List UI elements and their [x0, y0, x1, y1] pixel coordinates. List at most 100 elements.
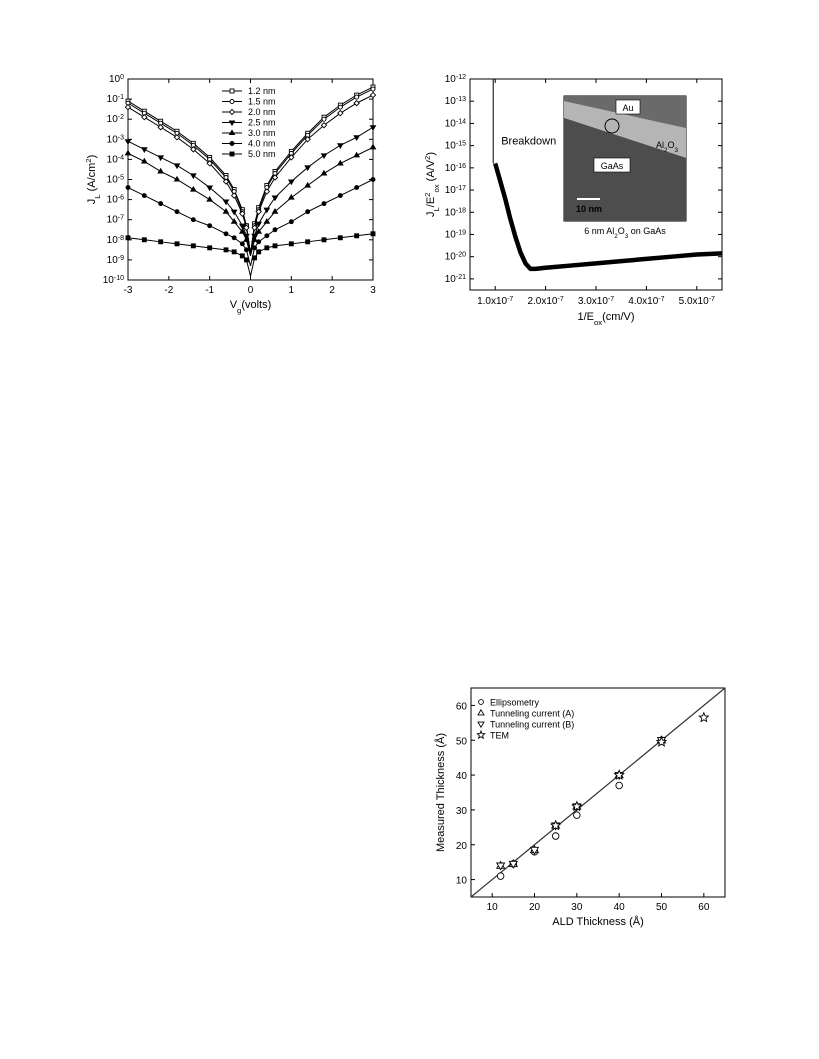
data-point	[222, 207, 230, 214]
y-tick-label: 10-12	[445, 74, 466, 86]
data-point	[370, 177, 376, 182]
legend-label: 1.5 nm	[248, 97, 276, 107]
x-tick-label: 3	[370, 285, 376, 296]
x-axis-label: ALD Thickness (Å)	[552, 915, 644, 928]
data-point	[320, 169, 328, 176]
inset-gaas-label: GaAs	[601, 161, 624, 171]
data-point	[369, 91, 377, 99]
x-tick-label: -1	[205, 285, 214, 296]
data-point	[304, 136, 311, 143]
data-point	[243, 224, 250, 231]
data-point	[263, 207, 271, 214]
data-point	[305, 239, 311, 245]
data-point	[173, 134, 181, 141]
y-tick-label: 10-16	[445, 162, 466, 174]
y-tick-label: 10-6	[107, 194, 124, 206]
data-point	[230, 209, 238, 216]
data-point	[337, 193, 343, 199]
y-tick-label: 10-19	[445, 229, 466, 241]
data-point	[321, 116, 327, 122]
data-point	[206, 195, 214, 202]
data-point	[272, 227, 278, 233]
x-tick-label: 40	[614, 902, 626, 913]
data-point	[337, 104, 343, 110]
data-point	[173, 175, 181, 182]
data-point	[264, 233, 270, 239]
inset-oxide-layer	[564, 101, 686, 158]
data-point	[369, 125, 377, 131]
data-point	[230, 192, 238, 199]
data-point	[263, 188, 271, 195]
data-point	[305, 209, 311, 215]
inset-scale-label: 10 nm	[576, 204, 602, 214]
data-point	[336, 143, 344, 150]
data-point	[353, 99, 360, 107]
data-point	[230, 218, 238, 224]
inset-gaas-box	[593, 157, 631, 173]
y-tick-label: 10-3	[107, 134, 124, 146]
y-tick-label: 10-2	[107, 114, 124, 126]
data-point	[495, 862, 506, 871]
y-axis-label: Measured Thickness (Å)	[434, 733, 447, 852]
data-point	[304, 165, 312, 172]
x-tick-label: 10	[487, 902, 499, 913]
x-axis-label: 1/Eox(cm/V)	[577, 311, 634, 327]
y-tick-label: 10-13	[445, 96, 466, 108]
data-point	[354, 185, 360, 190]
data-point	[125, 235, 131, 241]
y-tick-label: 10-5	[107, 174, 124, 186]
data-point	[173, 163, 181, 170]
x-tick-label: -3	[124, 285, 133, 296]
legend-label: 1.2 nm	[248, 86, 276, 96]
y-tick-label: 10-18	[445, 207, 466, 219]
data-point	[140, 147, 148, 154]
data-point	[239, 253, 245, 259]
data-point	[320, 121, 328, 129]
data-point	[256, 239, 262, 245]
breakdown-annotation: Breakdown	[501, 136, 556, 148]
data-point	[508, 860, 519, 869]
data-point	[496, 872, 505, 880]
data-point	[370, 86, 376, 92]
data-point	[321, 201, 327, 207]
y-tick-label: 10-20	[445, 251, 466, 263]
legend-marker	[228, 120, 236, 127]
inset-oxide-label: Al2O3	[656, 140, 679, 154]
data-point	[337, 109, 344, 117]
data-point	[613, 769, 625, 780]
y-tick-label: 20	[456, 841, 468, 852]
data-point	[243, 257, 249, 263]
x-tick-label: 5.0x10-7	[679, 296, 715, 308]
data-point	[573, 811, 581, 819]
data-point	[255, 228, 263, 234]
legend-label: 4.0 nm	[248, 139, 276, 149]
data-point	[239, 210, 246, 217]
legend-marker	[478, 699, 484, 705]
series-line	[127, 233, 374, 277]
legend-label: Tunneling current (A)	[490, 709, 574, 719]
legend-label: 5.0 nm	[248, 149, 276, 159]
y-tick-label: 100	[109, 74, 124, 86]
data-point	[222, 178, 230, 185]
data-point	[287, 193, 295, 200]
data-point	[288, 154, 295, 161]
legend-label: TEM	[490, 731, 509, 741]
data-point	[238, 223, 246, 230]
legend-marker	[477, 721, 485, 729]
data-point	[272, 243, 278, 249]
y-tick-label: 10	[456, 876, 468, 887]
data-point	[287, 179, 295, 186]
legend-marker	[229, 88, 235, 94]
data-point	[255, 221, 263, 228]
data-point	[529, 846, 540, 855]
data-point	[231, 249, 237, 255]
legend-marker	[228, 108, 236, 116]
legend-label: 2.5 nm	[248, 118, 276, 128]
legend-marker	[477, 708, 485, 716]
data-point	[256, 249, 262, 255]
y-tick-label: 10-1	[107, 94, 124, 106]
legend-marker	[229, 99, 235, 104]
y-tick-label: 10-14	[445, 118, 466, 130]
data-point	[321, 237, 327, 243]
legend-marker	[228, 129, 236, 136]
